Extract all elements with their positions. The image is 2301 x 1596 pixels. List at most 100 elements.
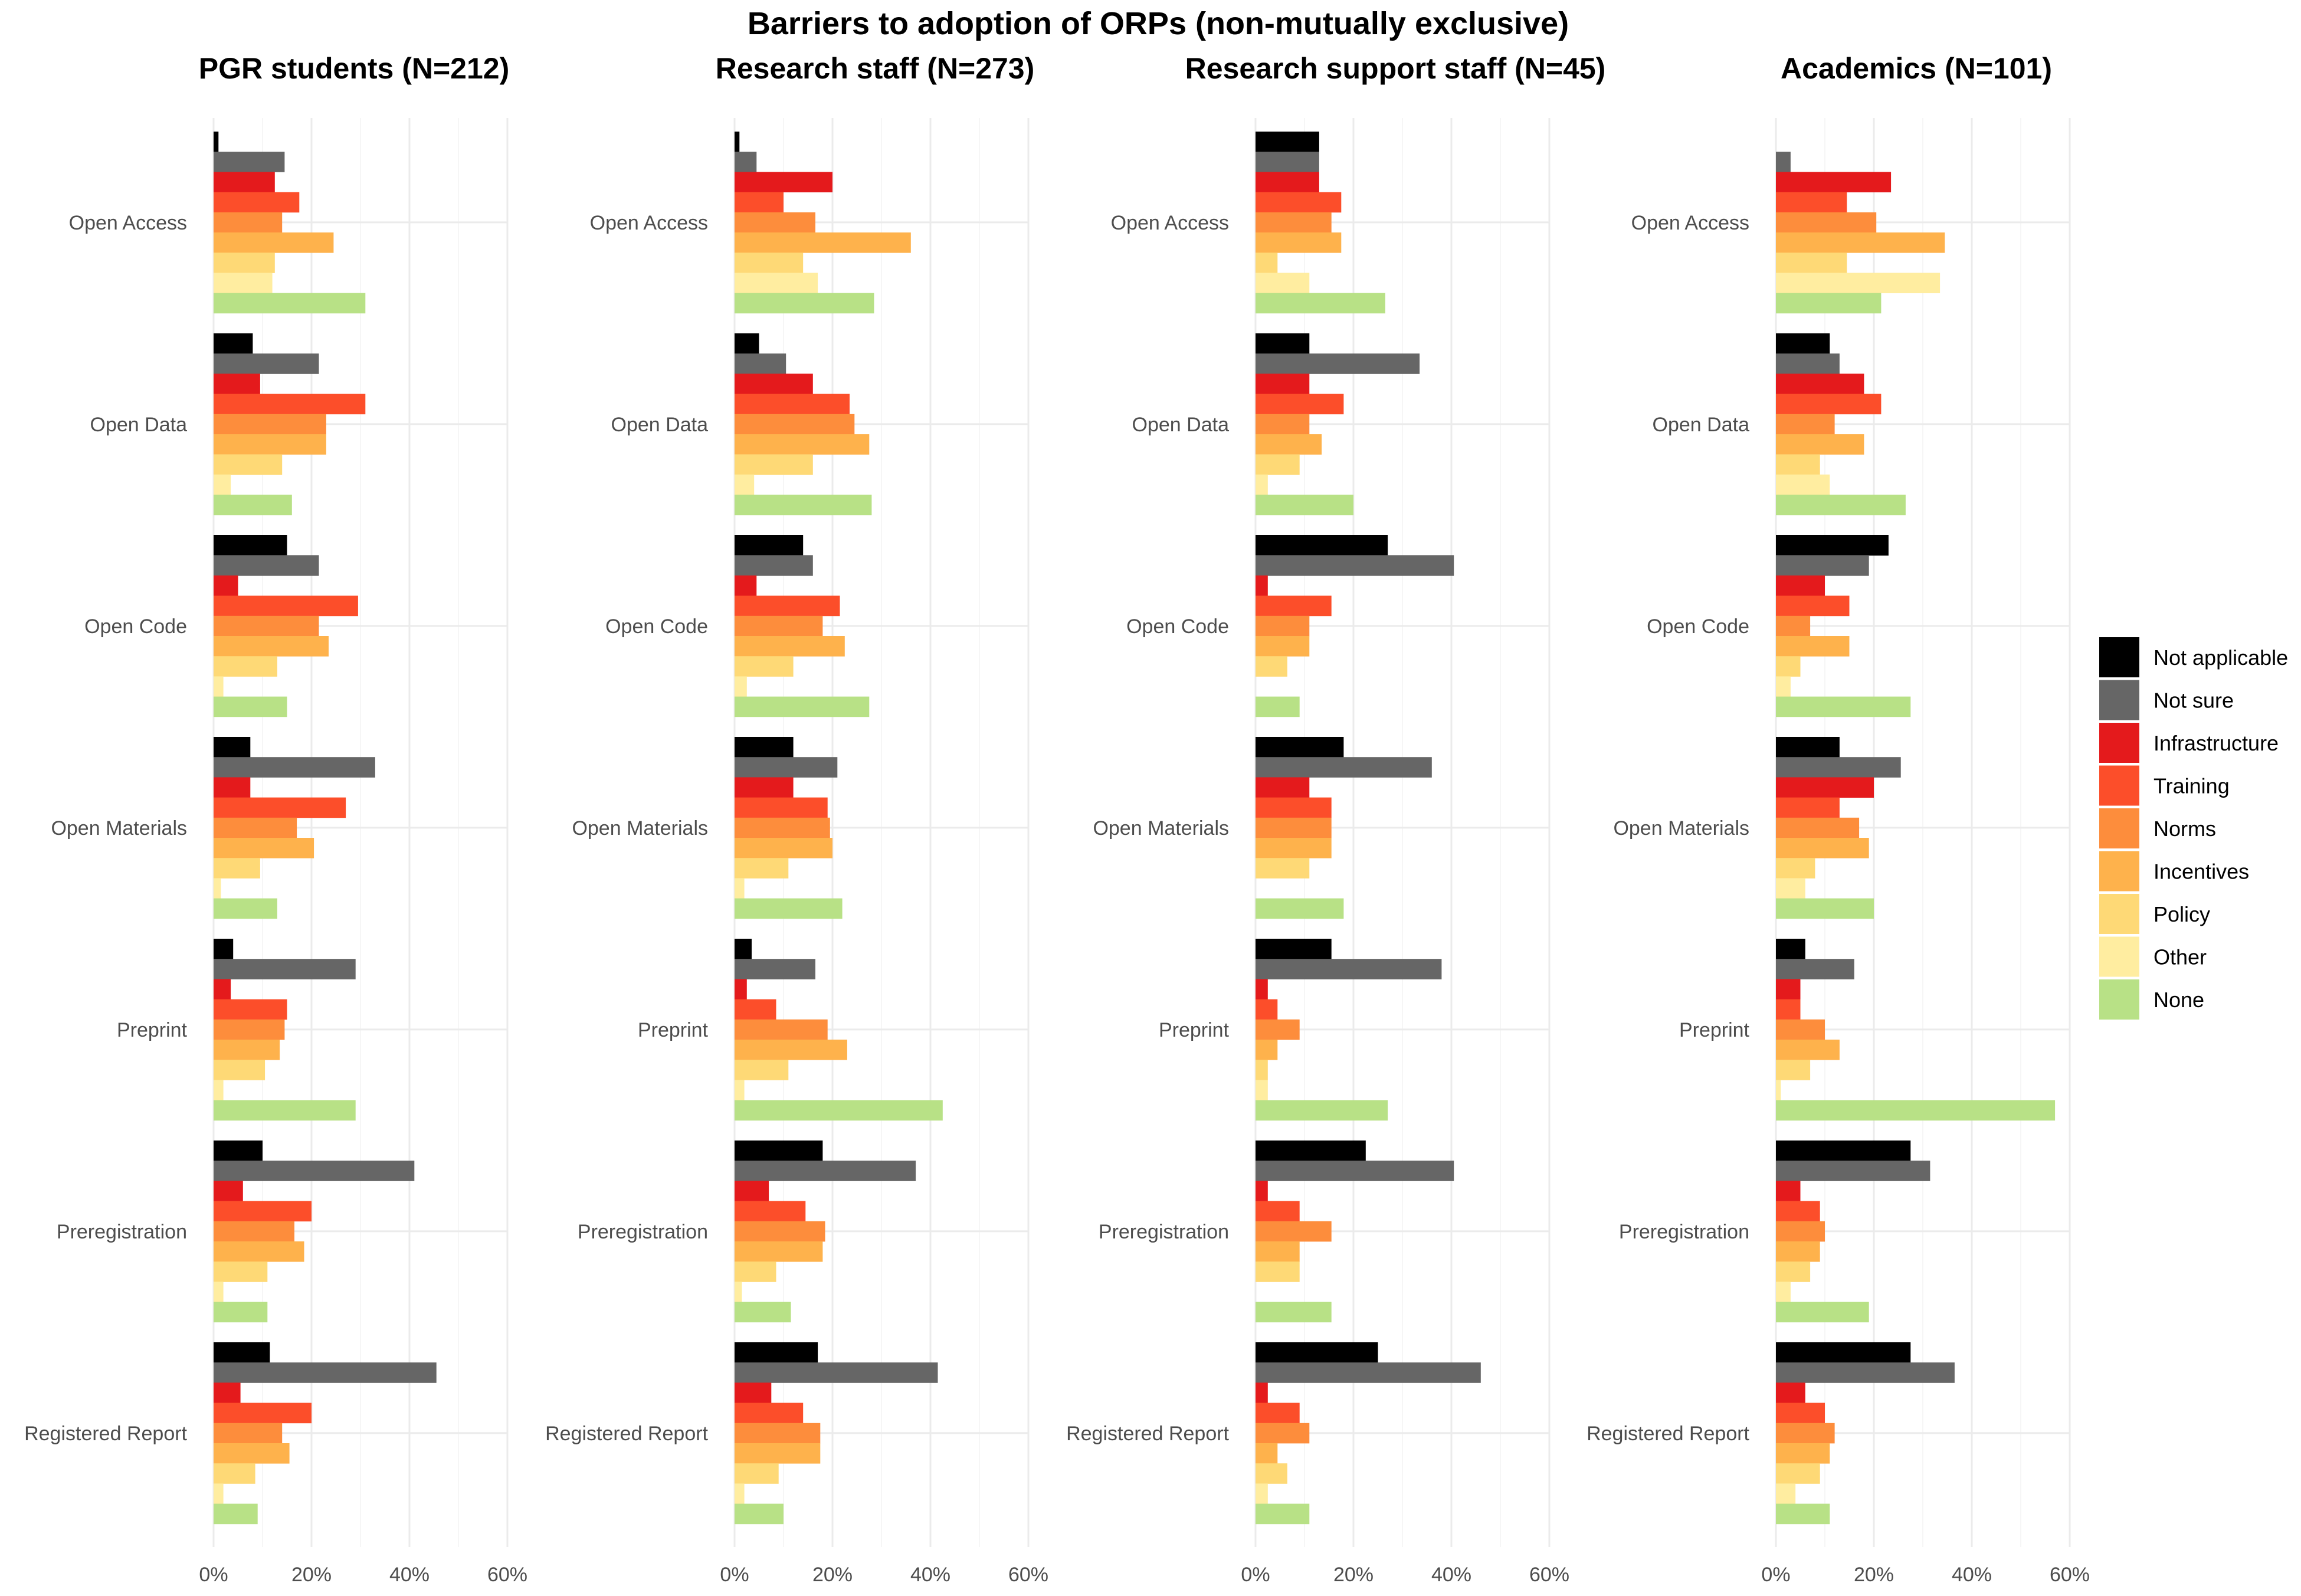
legend-item-other: Other: [2099, 936, 2207, 977]
bar-other: [735, 676, 747, 697]
bar-not-sure: [1776, 757, 1901, 778]
bar-norms: [214, 1221, 294, 1242]
bar-not-sure: [214, 1161, 415, 1181]
bar-group-preregistration: [735, 1141, 916, 1323]
bar-group-registered-report: [735, 1342, 938, 1525]
bar-norms: [1256, 1423, 1310, 1444]
legend-item-none: None: [2099, 979, 2204, 1020]
bar-incentives: [1256, 1443, 1278, 1464]
bar-policy: [214, 454, 283, 475]
bar-norms: [735, 1221, 825, 1242]
category-label: Preregistration: [1619, 1221, 1749, 1243]
bar-other: [1776, 676, 1791, 697]
legend-label: None: [2154, 988, 2204, 1012]
bar-norms: [1776, 1221, 1825, 1242]
legend-item-training: Training: [2099, 765, 2230, 806]
x-tick-label: 20%: [812, 1564, 853, 1586]
bar-norms: [1776, 1423, 1835, 1444]
bar-incentives: [1776, 838, 1869, 858]
bar-none: [1256, 1100, 1388, 1121]
bar-other: [1256, 273, 1310, 293]
x-tick-label: 60%: [2050, 1564, 2090, 1586]
bar-infrastructure: [1256, 172, 1319, 192]
category-label: Open Code: [605, 615, 708, 638]
bar-none: [1776, 293, 1882, 314]
x-tick-label: 20%: [1854, 1564, 1894, 1586]
legend-label: Other: [2154, 945, 2207, 969]
bar-group-open-code: [214, 535, 358, 717]
bar-infrastructure: [735, 172, 832, 192]
bar-training: [1776, 394, 1882, 415]
bar-norms: [214, 212, 283, 233]
bar-group-open-access: [1256, 132, 1385, 314]
bar-infrastructure: [735, 1181, 769, 1201]
bar-training: [1256, 1201, 1300, 1222]
x-axis-tick-labels: 0% 20% 40% 60%: [1241, 1564, 1569, 1586]
bar-norms: [735, 1423, 821, 1444]
bar-infrastructure: [1256, 1181, 1268, 1201]
bar-policy: [735, 858, 789, 879]
bar-policy: [1256, 253, 1278, 273]
bar-training: [214, 394, 366, 415]
bar-policy: [1256, 858, 1310, 879]
bar-infrastructure: [1776, 1181, 1801, 1201]
bar-policy: [214, 1261, 268, 1282]
bar-not-sure: [1256, 1362, 1481, 1383]
bar-other: [1776, 474, 1830, 495]
bar-policy: [1256, 1060, 1268, 1080]
bar-none: [1776, 696, 1911, 717]
category-label: Preregistration: [578, 1221, 708, 1243]
bar-policy: [735, 1261, 776, 1282]
bar-other: [1776, 1080, 1781, 1100]
bar-none: [1256, 696, 1300, 717]
bar-incentives: [1776, 1241, 1820, 1262]
bar-group-open-code: [1256, 535, 1454, 717]
category-label: Preprint: [117, 1019, 188, 1041]
panels: PGR students (N=212) Open Access Open Data…: [24, 52, 2090, 1586]
bar-training: [1776, 797, 1840, 818]
bar-none: [1776, 898, 1874, 919]
bar-not-sure: [1256, 152, 1319, 172]
bar-not-sure: [735, 959, 815, 979]
bar-incentives: [214, 1040, 280, 1060]
bar-none: [214, 1503, 258, 1525]
bar-group-preprint: [214, 939, 356, 1121]
bar-not-sure: [214, 959, 356, 979]
bar-not-sure: [1256, 757, 1432, 778]
legend-label: Infrastructure: [2154, 731, 2279, 755]
legend-item-not-sure: Not sure: [2099, 680, 2234, 720]
bar-none: [214, 898, 277, 919]
bar-group-open-materials: [735, 737, 843, 919]
bar-incentives: [735, 434, 870, 455]
bar-group-open-data: [214, 333, 366, 516]
bar-training: [214, 1402, 312, 1424]
bar-group-open-data: [1256, 333, 1420, 516]
x-tick-label: 40%: [910, 1564, 950, 1586]
bar-group-registered-report: [1776, 1342, 1955, 1525]
bar-not-applicable: [1256, 333, 1310, 354]
bar-not-sure: [1776, 1161, 1930, 1181]
bar-group-preregistration: [1776, 1141, 1930, 1323]
bar-infrastructure: [1776, 172, 1892, 192]
bar-group-open-access: [735, 132, 911, 314]
category-label: Open Data: [1132, 414, 1230, 436]
bar-none: [1256, 494, 1353, 516]
bar-group-open-code: [1776, 535, 1911, 717]
bar-not-applicable: [1776, 939, 1805, 959]
bar-policy: [735, 656, 794, 677]
bar-training: [1256, 797, 1332, 818]
bar-incentives: [1256, 1040, 1278, 1060]
category-label: Preregistration: [57, 1221, 187, 1243]
x-tick-label: 60%: [1529, 1564, 1569, 1586]
bar-incentives: [214, 232, 334, 253]
bar-incentives: [1256, 434, 1322, 455]
y-axis-labels: Open Access Open Data Open Code Open Materi…: [1587, 212, 1749, 1445]
bar-policy: [1256, 1463, 1287, 1484]
x-tick-label: 40%: [1431, 1564, 1471, 1586]
bar-none: [1776, 1100, 2056, 1121]
bar-group-open-materials: [1776, 737, 1901, 919]
bar-not-sure: [735, 353, 786, 374]
bars: [1776, 152, 2056, 1525]
bar-other: [735, 1282, 742, 1302]
